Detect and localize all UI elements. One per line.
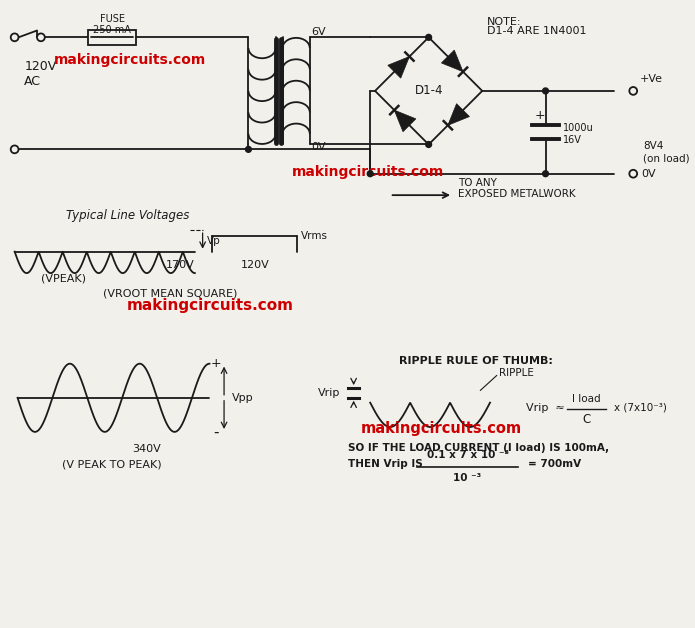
Text: 170V: 170V: [166, 260, 195, 270]
Text: x (7x10⁻³): x (7x10⁻³): [614, 403, 667, 413]
Text: D1-4 ARE 1N4001: D1-4 ARE 1N4001: [487, 26, 587, 36]
Circle shape: [426, 141, 432, 148]
Circle shape: [367, 171, 373, 176]
Text: makingcircuits.com: makingcircuits.com: [126, 298, 294, 313]
Text: (VPEAK): (VPEAK): [41, 274, 86, 284]
Polygon shape: [394, 110, 416, 132]
Text: Vrms: Vrms: [301, 231, 328, 241]
Text: makingcircuits.com: makingcircuits.com: [361, 421, 521, 436]
Text: = 700mV: = 700mV: [528, 459, 581, 469]
Circle shape: [10, 146, 19, 153]
Text: 1000u
16V: 1000u 16V: [563, 124, 594, 145]
Bar: [88, 30, 136, 45]
Text: Vp: Vp: [206, 236, 220, 246]
Polygon shape: [448, 104, 469, 125]
Text: 0V: 0V: [641, 169, 655, 179]
Circle shape: [37, 33, 44, 41]
Text: +: +: [211, 357, 222, 370]
Text: RIPPLE: RIPPLE: [499, 369, 534, 379]
Text: Vpp: Vpp: [232, 392, 254, 403]
Text: Typical Line Voltages: Typical Line Voltages: [66, 209, 190, 222]
Circle shape: [543, 171, 548, 176]
Text: Vrip: Vrip: [318, 388, 340, 398]
Text: D1-4: D1-4: [414, 84, 443, 97]
Circle shape: [543, 88, 548, 94]
Circle shape: [10, 33, 19, 41]
Text: 340V: 340V: [132, 445, 161, 455]
Text: 0.1 x 7 x 10 ⁻³: 0.1 x 7 x 10 ⁻³: [427, 450, 509, 460]
Text: (VROOT MEAN SQUARE): (VROOT MEAN SQUARE): [104, 288, 238, 298]
Text: I load: I load: [572, 394, 600, 404]
Text: 0V: 0V: [312, 143, 327, 153]
Text: RIPPLE RULE OF THUMB:: RIPPLE RULE OF THUMB:: [400, 355, 553, 365]
Text: 120V: 120V: [241, 260, 270, 270]
Circle shape: [630, 87, 637, 95]
Text: makingcircuits.com: makingcircuits.com: [293, 165, 445, 179]
Text: 120V
AC: 120V AC: [24, 60, 56, 89]
Text: SO IF THE LOAD CURRENT (I load) IS 100mA,: SO IF THE LOAD CURRENT (I load) IS 100mA…: [348, 443, 609, 453]
Text: 6V: 6V: [312, 28, 327, 38]
Text: C: C: [582, 413, 591, 426]
Text: THEN Vrip IS: THEN Vrip IS: [348, 459, 423, 469]
Text: 8V4
(on load): 8V4 (on load): [643, 141, 689, 163]
Text: makingcircuits.com: makingcircuits.com: [54, 53, 206, 67]
Text: (V PEAK TO PEAK): (V PEAK TO PEAK): [63, 459, 162, 469]
Polygon shape: [441, 50, 463, 72]
Polygon shape: [388, 57, 409, 78]
Circle shape: [245, 146, 252, 152]
Text: FUSE
250 mA: FUSE 250 mA: [93, 14, 131, 35]
Text: NOTE:: NOTE:: [487, 17, 521, 27]
Text: +: +: [534, 109, 545, 122]
Text: 10 ⁻³: 10 ⁻³: [453, 473, 482, 483]
Circle shape: [630, 170, 637, 178]
Text: -: -: [213, 425, 219, 440]
Text: +Ve: +Ve: [640, 74, 663, 84]
Text: TO ANY
EXPOSED METALWORK: TO ANY EXPOSED METALWORK: [458, 178, 575, 199]
Circle shape: [426, 35, 432, 40]
Text: Vrip  ≈: Vrip ≈: [526, 403, 565, 413]
